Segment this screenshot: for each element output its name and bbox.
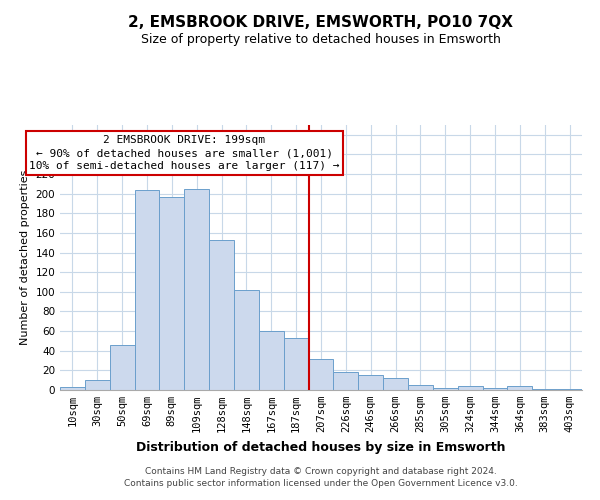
Bar [408, 385, 433, 390]
Bar [308, 358, 334, 390]
Bar [259, 331, 284, 390]
Bar [234, 290, 259, 390]
Bar [184, 189, 209, 390]
Bar [160, 196, 184, 390]
Bar [334, 372, 358, 390]
Bar [284, 338, 308, 390]
Text: 2, EMSBROOK DRIVE, EMSWORTH, PO10 7QX: 2, EMSBROOK DRIVE, EMSWORTH, PO10 7QX [128, 15, 514, 30]
Text: Size of property relative to detached houses in Emsworth: Size of property relative to detached ho… [141, 32, 501, 46]
Bar [532, 389, 557, 390]
Bar [60, 387, 85, 390]
Bar [85, 380, 110, 390]
Text: 2 EMSBROOK DRIVE: 199sqm
← 90% of detached houses are smaller (1,001)
10% of sem: 2 EMSBROOK DRIVE: 199sqm ← 90% of detach… [29, 135, 340, 171]
Text: Contains HM Land Registry data © Crown copyright and database right 2024.
Contai: Contains HM Land Registry data © Crown c… [124, 466, 518, 487]
Y-axis label: Number of detached properties: Number of detached properties [20, 170, 30, 345]
Bar [482, 388, 508, 390]
Bar [209, 240, 234, 390]
Bar [134, 190, 160, 390]
Bar [458, 386, 482, 390]
X-axis label: Distribution of detached houses by size in Emsworth: Distribution of detached houses by size … [136, 440, 506, 454]
Bar [110, 345, 134, 390]
Bar [383, 378, 408, 390]
Bar [358, 376, 383, 390]
Bar [433, 388, 458, 390]
Bar [508, 386, 532, 390]
Bar [557, 389, 582, 390]
